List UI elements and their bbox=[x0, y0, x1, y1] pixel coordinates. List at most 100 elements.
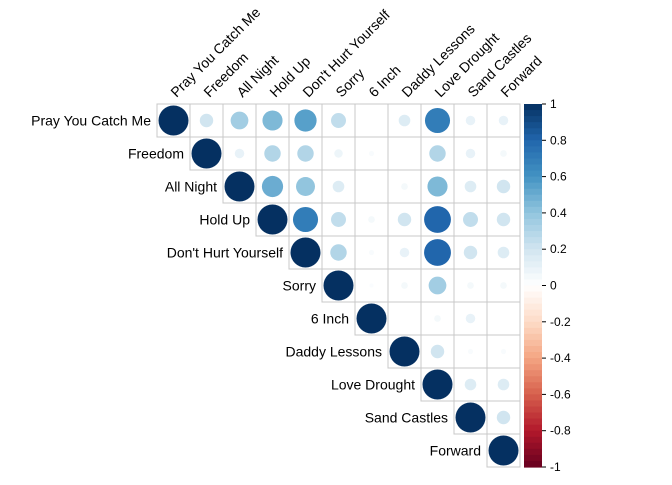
colorbar-tick-label: -0.6 bbox=[550, 387, 571, 401]
correlation-circle bbox=[455, 402, 486, 433]
correlation-circle bbox=[427, 176, 448, 197]
correlation-circle bbox=[332, 180, 345, 193]
colorbar-segment bbox=[524, 267, 542, 274]
colorbar-segment bbox=[524, 303, 542, 311]
colorbar-segment bbox=[524, 454, 542, 462]
matrix-cell bbox=[354, 169, 389, 204]
colorbar-segment bbox=[524, 231, 542, 238]
matrix-cell bbox=[486, 301, 521, 336]
colorbar-tick-label: 0.4 bbox=[550, 206, 567, 220]
colorbar-segment bbox=[524, 122, 542, 129]
matrix-cell bbox=[387, 301, 422, 336]
colorbar-segment bbox=[524, 297, 542, 305]
correlation-circle bbox=[424, 107, 451, 134]
colorbar-segment bbox=[524, 370, 542, 377]
correlation-circle bbox=[465, 115, 476, 126]
colorbar-segment bbox=[524, 388, 542, 395]
correlation-circle bbox=[323, 270, 354, 301]
correlation-circle bbox=[497, 378, 510, 391]
correlation-circle bbox=[464, 180, 477, 193]
colorbar-segment bbox=[524, 218, 542, 226]
colorbar-segment bbox=[524, 140, 542, 147]
correlation-circle bbox=[292, 206, 319, 233]
correlation-circle bbox=[498, 115, 509, 126]
colorbar-segment bbox=[524, 424, 542, 432]
correlation-circle bbox=[467, 348, 474, 355]
correlation-circle bbox=[465, 313, 476, 324]
colorbar-segment bbox=[524, 430, 542, 438]
correlation-circle bbox=[331, 212, 346, 227]
correlation-circle bbox=[368, 249, 375, 256]
correlation-circle bbox=[488, 435, 519, 466]
row-labels: Pray You Catch Me Freedom All Night Hold Up… bbox=[31, 113, 481, 459]
colorbar-segment bbox=[524, 134, 542, 141]
correlation-circle bbox=[429, 145, 446, 162]
matrix-cells bbox=[156, 103, 521, 468]
correlation-circle bbox=[428, 276, 447, 295]
colorbar-segment bbox=[524, 279, 542, 287]
colorbar-segment bbox=[524, 255, 542, 262]
correlation-circle bbox=[401, 282, 408, 289]
correlation-circle bbox=[296, 177, 315, 196]
correlation-circle bbox=[496, 410, 511, 425]
correlation-circle bbox=[234, 148, 245, 159]
row-label: All Night bbox=[165, 179, 217, 195]
correlation-circle bbox=[294, 109, 317, 132]
colorbar-segment bbox=[524, 188, 542, 196]
colorbar-segment bbox=[524, 352, 542, 359]
correlation-circle bbox=[369, 283, 374, 288]
correlation-circle bbox=[401, 183, 408, 190]
correlation-circle bbox=[224, 171, 255, 202]
matrix-cell bbox=[387, 136, 422, 171]
correlation-circle bbox=[463, 245, 478, 260]
colorbar-segment bbox=[524, 243, 542, 250]
correlation-circle bbox=[199, 113, 214, 128]
colorbar-tick-label: 0.6 bbox=[550, 170, 567, 184]
correlation-circle bbox=[434, 315, 441, 322]
colorbar-tick-label: 0 bbox=[550, 279, 557, 293]
colorbar-segment bbox=[524, 412, 542, 420]
correlation-circle bbox=[430, 344, 445, 359]
correlation-circle bbox=[397, 212, 412, 227]
colorbar-segment bbox=[524, 291, 542, 299]
row-label: Love Drought bbox=[331, 377, 415, 393]
correlation-circle bbox=[496, 179, 511, 194]
colorbar-tick-label: -0.2 bbox=[550, 315, 571, 329]
colorbar-segment bbox=[524, 327, 542, 335]
colorbar-segment bbox=[524, 339, 542, 347]
correlation-circle bbox=[330, 244, 347, 261]
colorbar-tick-label: -0.8 bbox=[550, 424, 571, 438]
colorbar-segment bbox=[524, 309, 542, 317]
colorbar-segment bbox=[524, 436, 542, 444]
colorbar-segment bbox=[524, 164, 542, 172]
correlation-circle bbox=[158, 105, 189, 136]
colorbar-segment bbox=[524, 249, 542, 256]
correlation-circle bbox=[230, 111, 249, 130]
colorbar-segment bbox=[524, 448, 542, 456]
colorbar-segment bbox=[524, 376, 542, 383]
row-label: Sorry bbox=[283, 278, 316, 294]
correlation-circle bbox=[424, 206, 451, 233]
colorbar-segment bbox=[524, 146, 542, 153]
colorbar-segment bbox=[524, 346, 542, 353]
colorbar-segment bbox=[524, 170, 542, 178]
correlation-circle bbox=[264, 145, 281, 162]
correlation-circle bbox=[424, 239, 451, 266]
colorbar-segment bbox=[524, 104, 542, 111]
correlation-circle bbox=[467, 282, 474, 289]
colorbar-segment bbox=[524, 273, 542, 281]
correlation-circle bbox=[463, 212, 478, 227]
colorbar-segment bbox=[524, 382, 542, 389]
correlation-circle bbox=[500, 282, 507, 289]
colorbar-segment bbox=[524, 152, 542, 160]
colorbar-tick-label: -1 bbox=[550, 460, 561, 474]
colorbar-segment bbox=[524, 321, 542, 329]
correlation-circle bbox=[496, 212, 511, 227]
colorbar-tick-label: 0.2 bbox=[550, 242, 567, 256]
matrix-cell bbox=[354, 103, 389, 138]
matrix-cell bbox=[288, 169, 323, 204]
colorbar-segment bbox=[524, 194, 542, 202]
colorbar-segment bbox=[524, 418, 542, 426]
column-label: 6 Inch bbox=[365, 62, 403, 100]
